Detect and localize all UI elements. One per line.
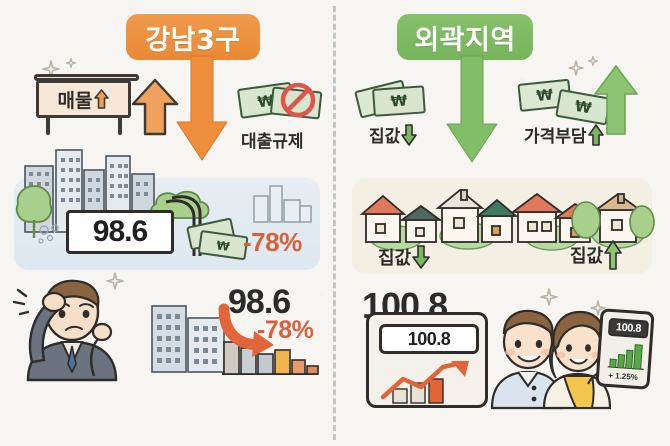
red-down-trend-arrow-icon [218,303,274,357]
sign-top-rail [34,74,139,81]
sparkle-icon-2 [106,272,124,290]
tree-icon [15,185,53,238]
up-arrow-icon [94,89,110,109]
house-price-down-label: 집값 [369,127,401,147]
tablet-value-display: 100.8 [379,324,479,354]
phone-value-display: 100.8 [607,317,650,339]
burden-up-arrow-icon [594,65,638,135]
down-arrow-icon [401,123,418,146]
svg-text:₩: ₩ [573,97,593,118]
svg-text:₩: ₩ [390,91,408,110]
smiling-couple-icon [490,309,617,410]
money-pile-icon: ₩ [186,217,249,260]
distant-skyline-icon [253,185,312,223]
suburban-houses-icon [359,188,655,251]
sign-leg-right [118,117,122,135]
price-burden-up-group: 가격부담 [524,122,604,147]
gauge-display: 98.6 [66,210,174,254]
up-arrow-icon-2 [587,123,604,146]
price-burden-up-label: 가격부담 [524,127,587,147]
sparkle-icon-3 [568,60,584,76]
price-down-arrow-icon [176,55,228,161]
money-prohibited-icon: ₩ [237,82,323,120]
left-panel-title: 강남3구 [126,14,260,60]
svg-text:₩: ₩ [536,85,555,105]
declining-bar-chart [222,341,319,375]
money-bills-icon-right: ₩ ₩ [517,78,611,126]
village-price-down-group: 집값 [378,244,430,270]
bubbles-icon [38,224,59,244]
loan-regulation-label: 대출규제 [241,132,304,152]
house-price-down-group: 집값 [369,122,418,147]
svg-text:₩: ₩ [215,238,231,254]
sparkle-small-icon [65,57,77,69]
up-arrow-icon-3 [604,240,622,270]
listing-sign-label: 매물 [57,89,93,112]
panel-divider [333,6,336,440]
phone-device: 100.8 + 1.25% [595,308,655,390]
gauge-change-label: -78% [243,227,302,257]
village-price-up-group: 집값 [570,240,622,270]
phone-change-label: + 1.25% [608,370,639,382]
right-panel-title: 외곽지역 [397,14,533,60]
rising-line-bar-chart [380,360,469,404]
sparkle-icon-5 [540,288,558,306]
left-index-change: -78% [257,316,314,344]
gauge-stand-icon [165,195,202,256]
left-index-value: 98.6 [228,283,291,321]
worried-man-icon [12,279,118,382]
tablet-device: 100.8 [366,312,488,408]
sparkle-icon-6 [590,300,606,316]
village-price-up-label: 집값 [570,246,604,267]
down-arrow-icon-2 [412,245,430,269]
supply-up-arrow-icon [131,78,179,136]
apartment-buildings-icon-2 [151,305,225,373]
village-price-down-label: 집값 [378,248,412,269]
sign-leg-left [46,117,50,135]
sparkle-icon-4 [587,55,599,67]
outskirts-down-arrow-icon [446,55,498,163]
rising-green-bar-chart [607,344,644,370]
money-bills-icon-left: ₩ [354,80,426,119]
